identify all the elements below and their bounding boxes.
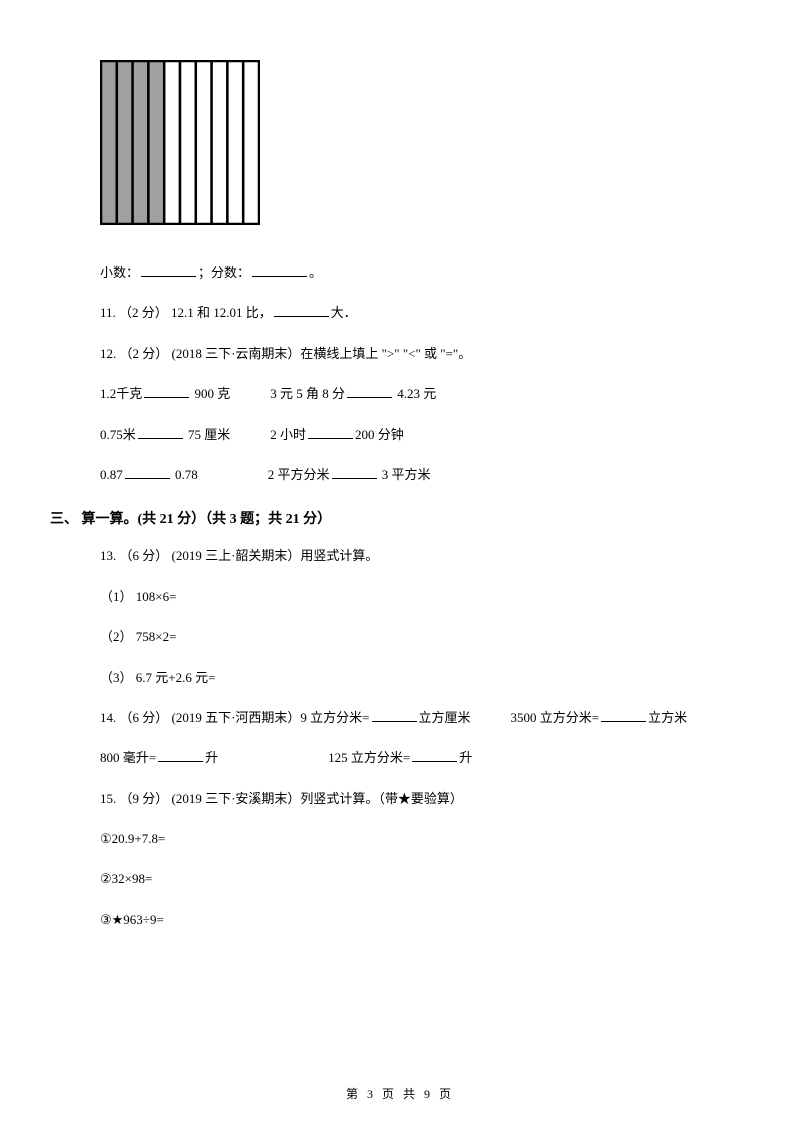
q14-a: 14. （6 分） (2019 五下·河西期末）9 立方分米=	[100, 710, 370, 725]
decimal-mid: ；分数：	[198, 265, 250, 280]
blank-q12-1b	[347, 384, 392, 398]
q14-r2-d: 升	[459, 750, 472, 765]
q11: 11. （2 分） 12.1 和 12.01 比， 大．	[100, 295, 750, 331]
q14-c: 3500 立方分米=	[511, 710, 600, 725]
page-footer: 第 3 页 共 9 页	[0, 1085, 800, 1102]
grid-svg	[100, 60, 260, 225]
decimal-prefix: 小数：	[100, 265, 139, 280]
q12-r1-c: 3 元 5 角 8 分	[270, 386, 345, 401]
q14-d: 立方米	[648, 710, 687, 725]
blank-q12-2b	[308, 425, 353, 439]
blank-q14-3	[158, 748, 203, 762]
q14-r2-b: 升	[205, 750, 218, 765]
q12-r1-a: 1.2千克	[100, 386, 142, 401]
q13: 13. （6 分） (2019 三上·韶关期末）用竖式计算。	[100, 538, 750, 574]
q15-3: ③★963÷9=	[100, 902, 750, 938]
q15-2: ②32×98=	[100, 861, 750, 897]
q-decimal-fraction: 小数： ；分数： 。	[100, 255, 750, 291]
q12-r1-d: 4.23 元	[394, 386, 436, 401]
q11-suffix: 大．	[331, 305, 357, 320]
q12-r2-a: 0.75米	[100, 427, 136, 442]
q14: 14. （6 分） (2019 五下·河西期末）9 立方分米= 立方厘米 3500 …	[100, 700, 750, 736]
section-3-title: 三、 算一算。(共 21 分）（共 3 题；共 21 分）	[50, 508, 750, 528]
blank-fraction	[252, 263, 307, 277]
q12-row1: 1.2千克 900 克 3 元 5 角 8 分 4.23 元	[100, 376, 750, 412]
q12-r2-c: 2 小时	[270, 427, 306, 442]
blank-q12-1a	[144, 384, 189, 398]
blank-q14-4	[412, 748, 457, 762]
blank-q12-3b	[332, 465, 377, 479]
decimal-suffix: 。	[309, 265, 322, 280]
q12-r3-b: 0.78	[172, 467, 198, 482]
q12-r3-d: 3 平方米	[379, 467, 431, 482]
q12-r3-c: 2 平方分米	[268, 467, 330, 482]
q12-r2-b: 75 厘米	[185, 427, 231, 442]
bar-grid-diagram	[100, 60, 750, 225]
q12-row3: 0.87 0.78 2 平方分米 3 平方米	[100, 457, 750, 493]
blank-q11	[274, 303, 329, 317]
q13-3: （3） 6.7 元+2.6 元=	[100, 660, 750, 696]
q15-1: ①20.9+7.8=	[100, 821, 750, 857]
q12-row2: 0.75米 75 厘米 2 小时 200 分钟	[100, 417, 750, 453]
blank-q14-2	[601, 708, 646, 722]
q12: 12. （2 分） (2018 三下·云南期末）在横线上填上 ">" "<" 或…	[100, 336, 750, 372]
q14-b: 立方厘米	[419, 710, 471, 725]
blank-decimal	[141, 263, 196, 277]
q14-row2: 800 毫升= 升 125 立方分米= 升	[100, 740, 750, 776]
q12-r1-b: 900 克	[191, 386, 230, 401]
q11-text: 11. （2 分） 12.1 和 12.01 比，	[100, 305, 272, 320]
blank-q14-1	[372, 708, 417, 722]
q12-r2-d: 200 分钟	[355, 427, 404, 442]
blank-q12-3a	[125, 465, 170, 479]
q12-text: 12. （2 分） (2018 三下·云南期末）在横线上填上 ">" "<" 或…	[100, 346, 471, 361]
blank-q12-2a	[138, 425, 183, 439]
q13-1: （1） 108×6=	[100, 579, 750, 615]
q15: 15. （9 分） (2019 三下·安溪期末）列竖式计算。（带★要验算）	[100, 781, 750, 817]
q12-r3-a: 0.87	[100, 467, 123, 482]
q14-r2-c: 125 立方分米=	[328, 750, 410, 765]
q14-r2-a: 800 毫升=	[100, 750, 156, 765]
q13-2: （2） 758×2=	[100, 619, 750, 655]
